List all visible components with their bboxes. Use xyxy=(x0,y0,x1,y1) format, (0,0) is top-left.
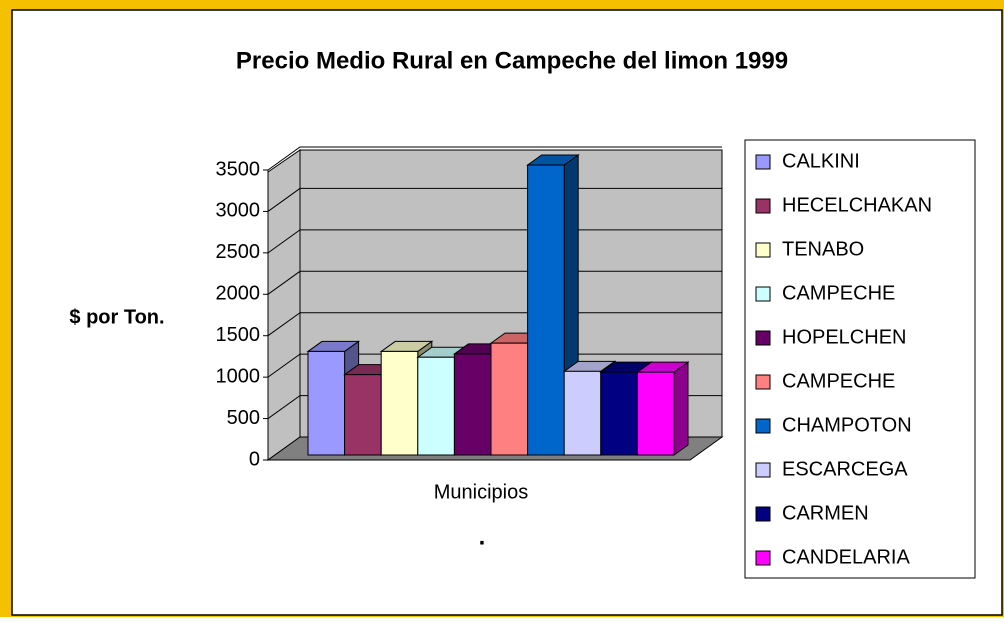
bar-front xyxy=(307,350,346,456)
legend-swatch xyxy=(755,154,771,170)
y-tick-label: 3500 xyxy=(216,158,261,180)
legend-swatch xyxy=(755,374,771,390)
grid-line xyxy=(267,146,722,171)
bar-front xyxy=(380,350,419,456)
chart-title: Precio Medio Rural en Campeche del limon… xyxy=(236,47,788,74)
legend-swatch xyxy=(755,462,771,478)
bar-front xyxy=(417,356,455,456)
grid-line xyxy=(267,312,722,337)
legend-swatch xyxy=(755,418,771,434)
grid-line xyxy=(267,229,722,254)
y-tick-label: 1500 xyxy=(216,324,261,346)
legend-label: CAMPECHE xyxy=(782,282,895,304)
legend-swatch xyxy=(755,242,771,258)
y-tick-label: 500 xyxy=(227,407,260,429)
bar-side xyxy=(673,361,689,456)
bar xyxy=(635,361,690,456)
bar-front xyxy=(344,374,382,456)
legend-label: CHAMPOTON xyxy=(782,414,912,436)
bar-front xyxy=(636,371,675,456)
bar-front xyxy=(490,342,529,456)
legend-label: HOPELCHEN xyxy=(782,326,906,348)
y-axis-label: $ por Ton. xyxy=(69,306,164,328)
y-tick-label: 3000 xyxy=(216,200,261,222)
legend-label: HECELCHAKAN xyxy=(782,194,932,216)
legend-swatch xyxy=(755,506,771,522)
legend-swatch xyxy=(755,330,771,346)
y-tick-label: 0 xyxy=(249,448,260,470)
legend-items: CALKINI HECELCHAKAN TENABO CAMPECHE HOPELCHE… xyxy=(755,150,932,568)
bar-front xyxy=(563,370,602,456)
grid xyxy=(267,146,722,419)
grid-line xyxy=(267,187,722,212)
y-tick-label: 2000 xyxy=(216,283,261,305)
legend xyxy=(744,139,976,579)
legend-label: CARMEN xyxy=(782,502,869,524)
legend-label: CAMPECHE xyxy=(782,370,895,392)
bar-front xyxy=(600,371,638,456)
bar-front xyxy=(527,164,565,456)
bars xyxy=(306,154,690,456)
footnote: . xyxy=(479,523,486,550)
grid-line xyxy=(267,353,722,378)
x-tick-label: Municipios xyxy=(434,481,528,503)
bar-front xyxy=(453,353,492,456)
legend-swatch xyxy=(755,286,771,302)
legend-label: TENABO xyxy=(782,238,864,260)
grid-line xyxy=(267,270,722,295)
side-wall xyxy=(267,149,301,461)
legend-label: ESCARCEGA xyxy=(782,458,908,480)
legend-swatch xyxy=(755,550,771,566)
legend-swatch xyxy=(755,198,771,214)
legend-label: CALKINI xyxy=(782,150,860,172)
y-tick-label: 2500 xyxy=(216,241,261,263)
y-tick-label: 1000 xyxy=(216,365,261,387)
legend-label: CANDELARIA xyxy=(782,546,910,568)
